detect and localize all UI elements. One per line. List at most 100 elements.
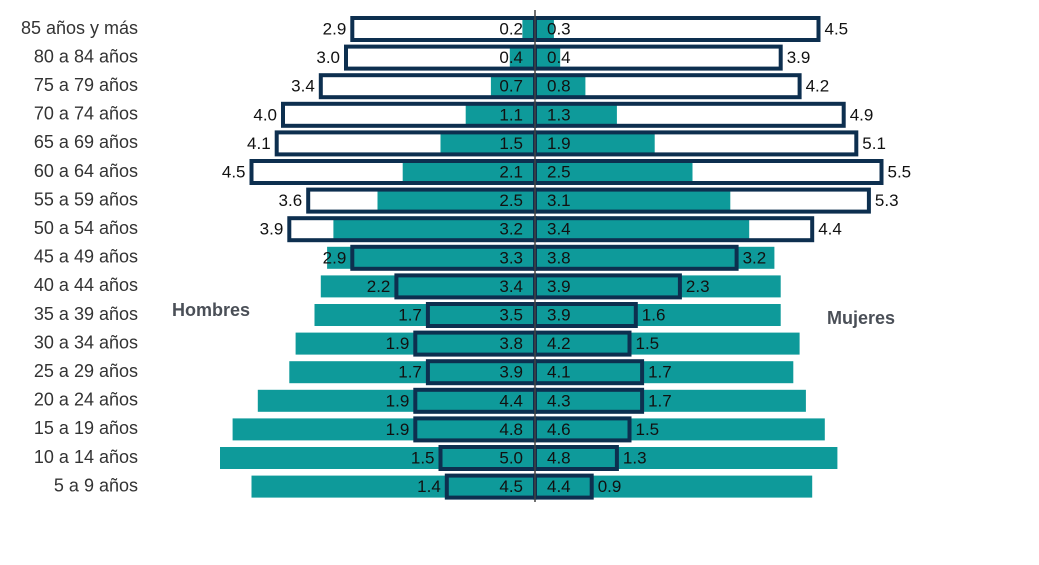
bar bbox=[535, 389, 806, 412]
value-label: 1.6 bbox=[642, 305, 666, 324]
value-label: 3.2 bbox=[499, 220, 523, 239]
value-label: 0.4 bbox=[547, 48, 571, 67]
right-label: Mujeres bbox=[827, 308, 895, 328]
value-label: 4.4 bbox=[499, 391, 523, 410]
bar-backdrop bbox=[535, 46, 781, 69]
value-label: 4.5 bbox=[222, 162, 246, 181]
value-label: 2.9 bbox=[323, 248, 347, 267]
value-label: 4.4 bbox=[818, 220, 842, 239]
value-label: 4.1 bbox=[547, 363, 571, 382]
category-label: 35 a 39 años bbox=[34, 304, 138, 324]
value-label: 5.5 bbox=[888, 162, 912, 181]
bar bbox=[535, 218, 750, 241]
bar bbox=[535, 246, 775, 269]
value-label: 1.5 bbox=[636, 420, 660, 439]
bar bbox=[289, 361, 535, 384]
bar bbox=[522, 18, 535, 40]
value-label: 3.9 bbox=[787, 48, 811, 67]
category-label: 45 a 49 años bbox=[34, 247, 138, 267]
bar bbox=[377, 189, 535, 212]
bar bbox=[535, 332, 800, 355]
value-label: 5.3 bbox=[875, 191, 899, 210]
bar bbox=[440, 132, 535, 155]
category-label: 65 a 69 años bbox=[34, 132, 138, 152]
category-label: 25 a 29 años bbox=[34, 361, 138, 381]
bar bbox=[535, 361, 794, 384]
value-label: 1.1 bbox=[499, 105, 523, 124]
bar bbox=[535, 189, 731, 212]
bar-backdrop bbox=[535, 18, 819, 40]
bar bbox=[251, 475, 535, 498]
bar bbox=[535, 275, 781, 298]
value-label: 3.2 bbox=[743, 248, 767, 267]
value-label: 4.0 bbox=[253, 105, 277, 124]
bar bbox=[327, 246, 535, 269]
value-label: 4.8 bbox=[547, 448, 571, 467]
value-label: 2.1 bbox=[499, 162, 523, 181]
bar bbox=[320, 275, 535, 298]
value-label: 3.9 bbox=[547, 277, 571, 296]
value-label: 0.4 bbox=[499, 48, 523, 67]
category-label: 15 a 19 años bbox=[34, 418, 138, 438]
value-label: 4.6 bbox=[547, 420, 571, 439]
bar bbox=[465, 103, 535, 126]
category-label: 5 a 9 años bbox=[54, 475, 138, 495]
value-label: 4.2 bbox=[806, 77, 830, 96]
bar bbox=[535, 46, 561, 69]
bar bbox=[333, 218, 535, 241]
value-label: 3.5 bbox=[499, 305, 523, 324]
bar bbox=[314, 304, 535, 326]
bar bbox=[509, 46, 535, 69]
value-label: 4.9 bbox=[850, 105, 874, 124]
bar bbox=[535, 18, 554, 40]
category-label: 10 a 14 años bbox=[34, 447, 138, 467]
value-label: 5.1 bbox=[862, 134, 886, 153]
bar bbox=[535, 75, 586, 98]
value-label: 1.7 bbox=[648, 363, 672, 382]
value-label: 0.8 bbox=[547, 77, 571, 96]
value-label: 4.5 bbox=[825, 19, 849, 38]
value-label: 1.9 bbox=[386, 334, 410, 353]
category-label: 50 a 54 años bbox=[34, 218, 138, 238]
value-label: 3.4 bbox=[547, 220, 571, 239]
bar bbox=[220, 447, 535, 469]
bar bbox=[535, 304, 781, 326]
value-label: 1.5 bbox=[499, 134, 523, 153]
value-label: 1.5 bbox=[636, 334, 660, 353]
value-label: 1.5 bbox=[411, 448, 435, 467]
value-label: 1.9 bbox=[386, 391, 410, 410]
value-label: 3.1 bbox=[547, 191, 571, 210]
bar bbox=[535, 418, 825, 441]
category-label: 30 a 34 años bbox=[34, 332, 138, 352]
category-label: 75 a 79 años bbox=[34, 75, 138, 95]
value-label: 3.4 bbox=[499, 277, 523, 296]
value-label: 1.3 bbox=[623, 448, 647, 467]
value-label: 4.2 bbox=[547, 334, 571, 353]
bar bbox=[535, 475, 813, 498]
value-label: 3.8 bbox=[547, 248, 571, 267]
bar bbox=[232, 418, 535, 441]
left-label: Hombres bbox=[172, 300, 250, 320]
value-label: 3.8 bbox=[499, 334, 523, 353]
value-label: 2.2 bbox=[367, 277, 391, 296]
category-label: 60 a 64 años bbox=[34, 161, 138, 181]
value-label: 3.4 bbox=[291, 77, 315, 96]
value-label: 3.9 bbox=[547, 305, 571, 324]
bar bbox=[535, 447, 838, 469]
value-label: 3.9 bbox=[260, 220, 284, 239]
value-label: 3.0 bbox=[316, 48, 340, 67]
bar-backdrop bbox=[535, 75, 800, 98]
value-label: 3.6 bbox=[279, 191, 303, 210]
value-label: 2.9 bbox=[323, 19, 347, 38]
category-label: 80 a 84 años bbox=[34, 46, 138, 66]
value-label: 3.9 bbox=[499, 363, 523, 382]
category-label: 55 a 59 años bbox=[34, 189, 138, 209]
value-label: 4.8 bbox=[499, 420, 523, 439]
value-label: 1.7 bbox=[648, 391, 672, 410]
value-label: 4.1 bbox=[247, 134, 271, 153]
value-label: 1.9 bbox=[547, 134, 571, 153]
bar bbox=[257, 389, 535, 412]
value-label: 2.5 bbox=[547, 162, 571, 181]
bar bbox=[535, 161, 693, 183]
